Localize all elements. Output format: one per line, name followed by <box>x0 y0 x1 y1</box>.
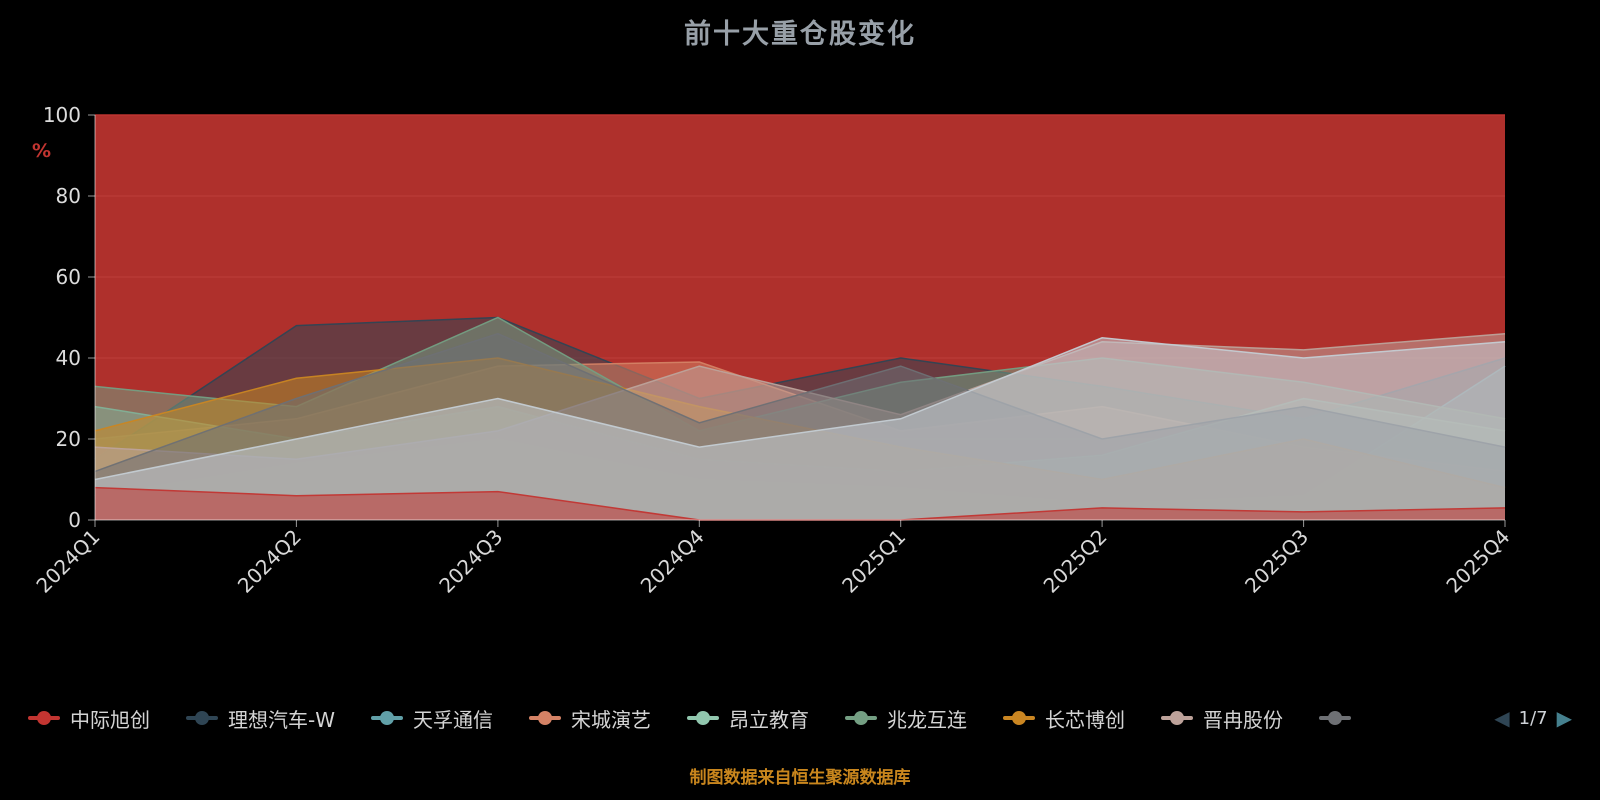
legend-marker-icon <box>1319 710 1351 726</box>
svg-text:2025Q3: 2025Q3 <box>1240 525 1313 598</box>
svg-text:20: 20 <box>56 427 81 451</box>
svg-text:2025Q2: 2025Q2 <box>1039 525 1112 598</box>
chart-title: 前十大重仓股变化 <box>684 19 916 50</box>
legend-marker-icon <box>845 710 877 726</box>
legend-label: 长芯博创 <box>1045 707 1125 732</box>
legend-label: 天孚通信 <box>413 707 493 732</box>
pager-prev-icon[interactable]: ◀ <box>1494 706 1510 730</box>
legend-marker-icon <box>1003 710 1035 726</box>
svg-text:60: 60 <box>56 265 81 289</box>
area-series <box>94 114 1506 521</box>
legend-pager: ◀ 1/7 ▶ <box>1494 708 1572 729</box>
legend-label: 中际旭创 <box>70 707 150 732</box>
legend-marker-icon <box>687 710 719 726</box>
axes <box>94 115 1505 521</box>
legend-label: 兆龙互连 <box>887 707 967 732</box>
area-chart-canvas: 0 20 40 60 80 100 2024Q1 2024Q2 2024Q3 2024Q4 2025… <box>31 103 1515 598</box>
svg-text:2025Q4: 2025Q4 <box>1441 525 1514 598</box>
legend-item[interactable]: 宋城演艺 <box>529 704 651 733</box>
svg-text:2024Q3: 2024Q3 <box>434 525 507 598</box>
legend-item[interactable]: 长芯博创 <box>1003 704 1125 733</box>
legend-item[interactable]: 理想汽车-W <box>186 704 335 733</box>
legend-label: 晋冉股份 <box>1203 707 1283 732</box>
svg-text:2024Q4: 2024Q4 <box>636 525 709 598</box>
y-axis-unit-label: % <box>32 140 52 162</box>
legend-marker-icon <box>186 710 218 726</box>
svg-text:80: 80 <box>56 184 81 208</box>
legend-item[interactable]: 天孚通信 <box>371 704 493 733</box>
svg-text:2024Q2: 2024Q2 <box>233 525 306 598</box>
legend-marker-icon <box>529 710 561 726</box>
legend-item[interactable]: 晋冉股份 <box>1161 704 1283 733</box>
legend-marker-icon <box>371 710 403 726</box>
legend-label: 理想汽车-W <box>228 707 335 732</box>
legend-label: 昂立教育 <box>729 707 809 732</box>
legend-marker-icon <box>1161 710 1193 726</box>
svg-text:2024Q1: 2024Q1 <box>31 525 104 598</box>
legend: 中际旭创 理想汽车-W 天孚通信 宋城演艺 昂立教育 兆龙互连 长芯博创 晋冉股份 <box>28 704 1494 733</box>
legend-row: 中际旭创 理想汽车-W 天孚通信 宋城演艺 昂立教育 兆龙互连 长芯博创 晋冉股份 ◀ 1/7… <box>28 700 1572 736</box>
svg-text:40: 40 <box>56 346 81 370</box>
legend-marker-icon <box>28 710 60 726</box>
pager-next-icon[interactable]: ▶ <box>1556 706 1572 730</box>
svg-text:2025Q1: 2025Q1 <box>837 525 910 598</box>
svg-text:0: 0 <box>68 508 81 532</box>
x-axis-labels: 2024Q1 2024Q2 2024Q3 2024Q4 2025Q1 2025Q2 2025… <box>31 520 1515 598</box>
legend-item[interactable]: 兆龙互连 <box>845 704 967 733</box>
pager-info: 1/7 <box>1518 707 1548 729</box>
legend-label: 宋城演艺 <box>571 707 651 732</box>
legend-item[interactable] <box>1319 710 1351 726</box>
legend-item[interactable]: 中际旭创 <box>28 704 150 733</box>
svg-text:100: 100 <box>43 103 81 127</box>
legend-item[interactable]: 昂立教育 <box>687 704 809 733</box>
y-axis-labels: 0 20 40 60 80 100 <box>43 103 95 532</box>
data-source-note: 制图数据来自恒生聚源数据库 <box>689 768 911 788</box>
